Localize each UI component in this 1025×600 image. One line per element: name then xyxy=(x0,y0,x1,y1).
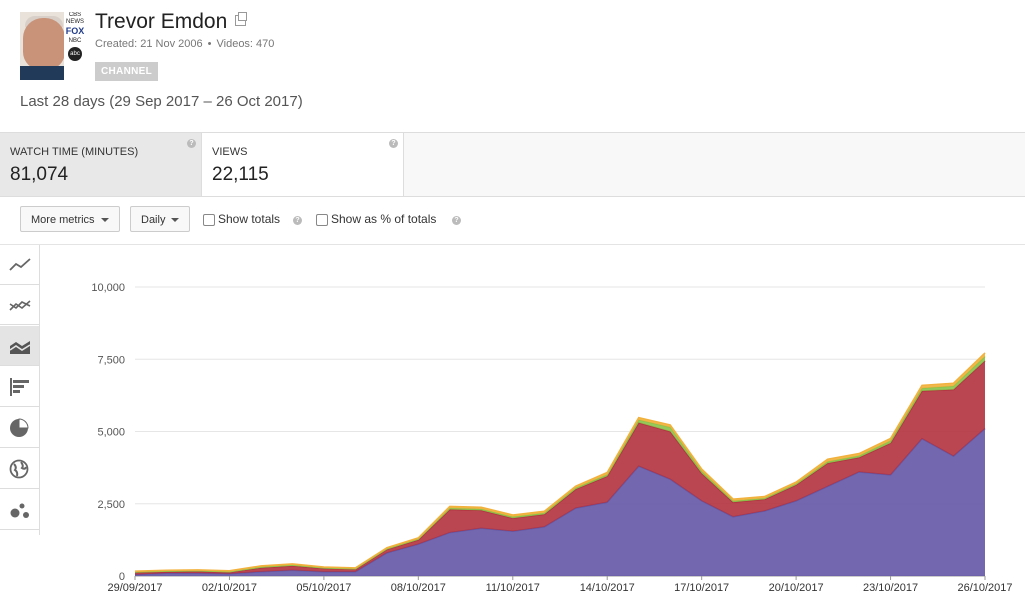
tab-watch-time[interactable]: WATCH TIME (MINUTES) 81,074 ? xyxy=(0,133,202,196)
channel-meta: Created: 21 Nov 2006 • Videos: 470 xyxy=(95,38,274,50)
help-icon[interactable]: ? xyxy=(293,216,302,225)
external-link-icon[interactable] xyxy=(235,12,248,26)
chart-controls: More metrics Daily Show totals ? Show as… xyxy=(0,196,1025,245)
globe-map-icon xyxy=(9,459,29,479)
channel-badge: CHANNEL xyxy=(95,62,158,81)
fox-logo: FOX xyxy=(65,26,85,36)
x-tick-label: 05/10/2017 xyxy=(296,582,351,594)
tab-views[interactable]: VIEWS 22,115 ? xyxy=(202,133,404,196)
y-tick-label: 2,500 xyxy=(97,499,125,511)
chevron-down-icon xyxy=(100,218,109,223)
more-metrics-button[interactable]: More metrics xyxy=(20,206,120,232)
chart-type-bubble-button[interactable] xyxy=(0,490,39,530)
x-tick-label: 14/10/2017 xyxy=(580,582,635,594)
y-tick-label: 7,500 xyxy=(97,354,125,366)
chart-type-stacked-area-button[interactable] xyxy=(0,326,39,366)
cbs-logo: CBS NEWS xyxy=(66,12,84,25)
channel-header: CBS NEWS FOX NBC abc Trevor Emdon Create… xyxy=(0,0,1025,132)
chart-type-bar-button[interactable] xyxy=(0,367,39,407)
avatar-face xyxy=(23,18,65,70)
line-chart-icon xyxy=(9,258,31,271)
abc-logo: abc xyxy=(68,47,82,61)
x-tick-label: 02/10/2017 xyxy=(202,582,257,594)
chart-type-pie-button[interactable] xyxy=(0,408,39,448)
y-tick-label: 10,000 xyxy=(91,282,125,294)
show-totals-checkbox[interactable] xyxy=(203,214,215,226)
x-tick-label: 08/10/2017 xyxy=(391,582,446,594)
x-tick-label: 23/10/2017 xyxy=(863,582,918,594)
watch-time-chart[interactable]: 0 2,500 5,000 7,500 10,000 29/09/2017 02/10/20… xyxy=(40,245,1025,600)
show-pct-checkbox[interactable] xyxy=(316,214,328,226)
date-range[interactable]: Last 28 days (29 Sep 2017 – 26 Oct 2017) xyxy=(20,93,303,110)
separator-dot: • xyxy=(207,38,212,50)
chart-type-map-button[interactable] xyxy=(0,449,39,489)
tab-views-label: VIEWS xyxy=(212,146,248,158)
stacked-area-chart-icon xyxy=(9,341,31,354)
x-tick-label: 17/10/2017 xyxy=(674,582,729,594)
tab-watch-time-label: WATCH TIME (MINUTES) xyxy=(10,146,139,158)
pie-chart-icon xyxy=(10,418,29,437)
tab-watch-time-value: 81,074 xyxy=(10,164,69,185)
bubble-chart-icon xyxy=(10,503,29,518)
nbc-logo: NBC xyxy=(68,38,82,44)
chart-type-line-button[interactable] xyxy=(0,245,39,285)
show-pct-label[interactable]: Show as % of totals xyxy=(331,212,437,226)
multi-line-chart-icon xyxy=(9,300,31,311)
stacked-area-chart[interactable]: 0 2,500 5,000 7,500 10,000 29/09/2017 02/10/20… xyxy=(40,245,1025,600)
show-totals-label[interactable]: Show totals xyxy=(218,212,281,226)
help-icon[interactable]: ? xyxy=(187,139,196,148)
chart-type-toolbar xyxy=(0,245,40,535)
avatar-shirt xyxy=(20,66,68,80)
y-tick-label: 0 xyxy=(119,571,125,583)
interval-label: Daily xyxy=(141,214,166,226)
more-metrics-label: More metrics xyxy=(31,214,95,226)
help-icon[interactable]: ? xyxy=(452,216,461,225)
area-series-0[interactable] xyxy=(135,428,985,576)
avatar[interactable]: CBS NEWS FOX NBC abc xyxy=(20,12,86,80)
interval-dropdown[interactable]: Daily xyxy=(130,206,191,232)
x-tick-label: 29/09/2017 xyxy=(107,582,162,594)
metric-tabs: WATCH TIME (MINUTES) 81,074 ? VIEWS 22,1… xyxy=(0,132,1025,197)
video-count: Videos: 470 xyxy=(216,38,275,50)
created-date: Created: 21 Nov 2006 xyxy=(95,38,203,50)
chart-type-multiline-button[interactable] xyxy=(0,285,39,325)
x-tick-label: 11/10/2017 xyxy=(486,582,540,594)
channel-title[interactable]: Trevor Emdon xyxy=(95,10,248,34)
y-tick-label: 5,000 xyxy=(97,427,125,439)
channel-name[interactable]: Trevor Emdon xyxy=(95,10,228,33)
series-line-3 xyxy=(134,352,986,572)
chevron-down-icon xyxy=(171,218,180,223)
help-icon[interactable]: ? xyxy=(389,139,398,148)
avatar-logos: CBS NEWS FOX NBC abc xyxy=(64,12,86,80)
x-tick-label: 20/10/2017 xyxy=(769,582,824,594)
x-tick-label: 26/10/2017 xyxy=(957,582,1012,594)
tab-views-value: 22,115 xyxy=(212,164,269,185)
bar-chart-icon xyxy=(10,378,29,396)
